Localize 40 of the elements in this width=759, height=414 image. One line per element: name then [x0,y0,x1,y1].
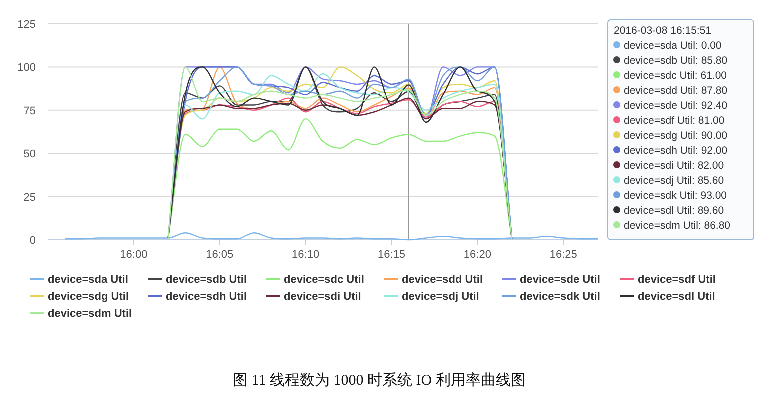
legend-label: device=sdd Util [402,274,484,286]
legend-label: device=sdm Util [48,308,132,320]
x-tick-label: 16:05 [206,249,234,261]
legend-label: device=sdc Util [284,274,364,286]
legend-label: device=sdj Util [402,291,480,303]
y-tick-label: 100 [18,62,36,74]
legend-label: device=sdg Util [48,291,130,303]
text: device=sdd Util: 87.80 [624,85,728,97]
legend-label: device=sdf Util [638,274,716,286]
text: device=sdj Util: 85.60 [624,175,724,187]
legend-label: device=sdb Util [166,274,248,286]
text: device=sde Util: 92.40 [624,100,728,112]
text: device=sdg Util: 90.00 [624,130,728,142]
text: device=sdm Util: 86.80 [624,220,731,232]
caption: 图 11 线程数为 1000 时系统 IO 利用率曲线图 [233,372,526,389]
text: device=sdi Util: 82.00 [624,160,724,172]
y-tick-label: 75 [24,105,36,118]
text: device=sda Util: 0.00 [624,40,722,52]
x-tick-label: 16:20 [464,249,492,261]
text: device=sdl Util: 89.60 [624,205,724,217]
legend-label: device=sdk Util [520,291,600,303]
x-tick-label: 16:15 [378,249,406,261]
x-tick-label: 16:00 [120,249,148,261]
text: device=sdb Util: 85.80 [624,55,728,67]
legend-label: device=sde Util [520,274,600,286]
y-tick-label: 50 [24,148,36,161]
legend-label: device=sda Util [48,274,128,286]
x-tick-label: 16:10 [292,249,320,261]
text: device=sdh Util: 92.00 [624,145,728,157]
text: device=sdk Util: 93.00 [624,190,728,202]
y-tick-label: 25 [24,192,36,204]
y-tick-label: 0 [30,235,36,247]
y-tick-label: 125 [18,19,36,31]
text: 2016-03-08 16:15:51 [614,25,712,37]
legend-label: device=sdi Util [284,291,362,303]
legend-label: device=sdh Util [166,291,248,303]
text: device=sdf Util: 81.00 [624,115,725,127]
x-tick-label: 16:25 [550,249,578,261]
text: device=sdc Util: 61.00 [624,70,728,82]
legend-label: device=sdl Util [638,291,716,303]
